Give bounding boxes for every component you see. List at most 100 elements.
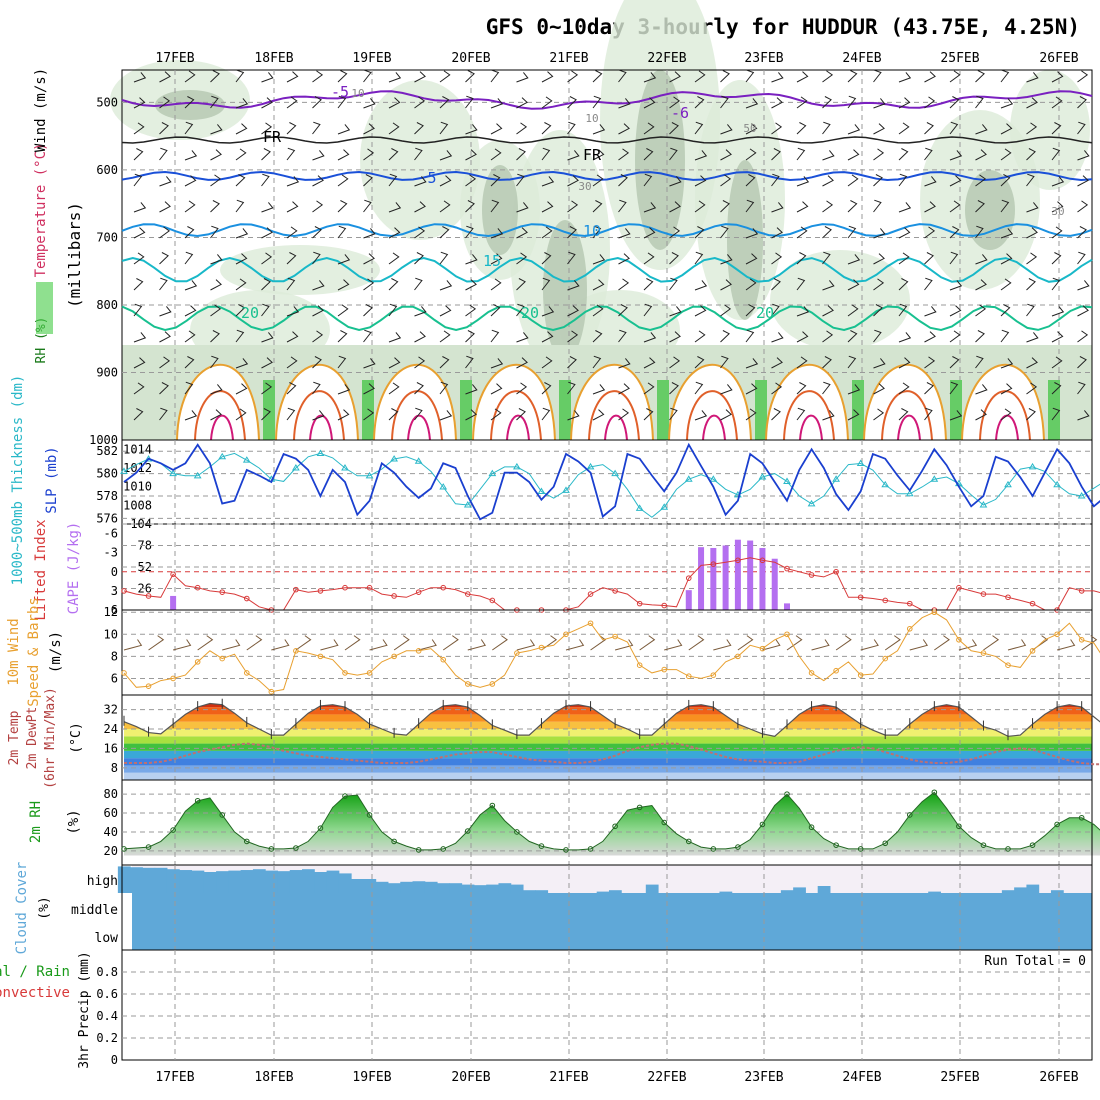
upper-wind-barb bbox=[312, 226, 322, 239]
wind-speed-marker bbox=[808, 670, 815, 676]
isotherm-line bbox=[121, 256, 1093, 283]
label-precip-units: 3hr Precip (mm) bbox=[77, 951, 92, 1068]
wind-speed-marker bbox=[514, 650, 520, 656]
upper-wind-barb bbox=[1026, 278, 1036, 291]
upper-wind-barb bbox=[133, 122, 145, 135]
rh-shading bbox=[360, 80, 480, 240]
upper-wind-barb bbox=[286, 122, 297, 135]
upper-wind-barb bbox=[159, 252, 169, 265]
upper-wind-barb bbox=[312, 381, 321, 395]
li-tick: 3 bbox=[111, 584, 118, 598]
thickness-marker bbox=[832, 475, 840, 482]
rh-saturated bbox=[362, 380, 374, 440]
upper-wind-barb bbox=[975, 124, 988, 135]
upper-wind-barb bbox=[745, 358, 759, 369]
label-upper-units: (millibars) bbox=[65, 202, 84, 308]
slp-left-tick: 578 bbox=[96, 489, 118, 503]
wind10-barb bbox=[320, 639, 339, 651]
upper-wind-barb bbox=[286, 147, 296, 161]
upper-wind-barb bbox=[541, 407, 551, 421]
upper-wind-barb bbox=[975, 95, 984, 109]
upper-wind-barb bbox=[159, 306, 172, 317]
date-label-bottom: 23FEB bbox=[744, 1070, 783, 1085]
wind10-barb bbox=[271, 639, 290, 651]
upper-wind-barb bbox=[975, 384, 988, 395]
upper-wind-barb bbox=[210, 304, 222, 317]
upper-wind-barb bbox=[643, 357, 656, 369]
wind-speed-marker bbox=[219, 655, 226, 662]
upper-wind-barb bbox=[694, 175, 707, 187]
date-label-bottom: 22FEB bbox=[647, 1070, 686, 1085]
upper-wind-barb bbox=[949, 200, 961, 213]
upper-wind-barb bbox=[541, 71, 554, 83]
upper-wind-barb bbox=[567, 121, 576, 135]
upper-wind-barb bbox=[847, 254, 861, 265]
cloud-high-bar bbox=[277, 871, 291, 893]
upper-wind-barb bbox=[873, 123, 885, 135]
lifted-index-marker bbox=[415, 589, 422, 595]
upper-wind-barb bbox=[694, 410, 708, 421]
wind-speed-marker bbox=[342, 670, 348, 676]
label-rh2m-units: (%) bbox=[66, 809, 82, 834]
upper-wind-barb bbox=[643, 173, 653, 187]
upper-wind-barb bbox=[133, 173, 143, 187]
upper-wind-barb bbox=[669, 252, 679, 265]
upper-wind-barb bbox=[669, 356, 681, 369]
upper-wind-barb bbox=[184, 356, 195, 369]
date-label-bottom: 18FEB bbox=[254, 1070, 293, 1085]
rh-saturated bbox=[755, 380, 767, 440]
upper-wind-barb bbox=[286, 382, 297, 395]
upper-wind-barb bbox=[1000, 278, 1012, 291]
upper-wind-barb bbox=[210, 254, 223, 265]
thickness-marker bbox=[120, 467, 128, 474]
label-temp2m: 2m Temp bbox=[7, 710, 22, 765]
upper-wind-barb bbox=[337, 279, 350, 291]
lifted-index-marker bbox=[464, 591, 471, 597]
upper-wind-barb bbox=[618, 358, 631, 369]
rh-marker bbox=[833, 842, 839, 848]
wind10-tick: 6 bbox=[111, 671, 118, 685]
upper-wind-barb bbox=[1051, 122, 1062, 135]
upper-wind-barb bbox=[516, 357, 528, 369]
lifted-index-marker bbox=[661, 602, 668, 609]
upper-wind-barb bbox=[873, 253, 885, 265]
upper-wind-barb bbox=[184, 121, 194, 135]
rh-swatch bbox=[36, 282, 53, 334]
rh-saturated bbox=[460, 380, 472, 440]
upper-wind-barb bbox=[771, 122, 783, 135]
upper-wind-barb bbox=[210, 225, 219, 239]
thickness-marker bbox=[218, 452, 227, 460]
upper-wind-barb bbox=[771, 97, 783, 109]
upper-wind-barb bbox=[949, 150, 963, 161]
upper-wind-barb bbox=[363, 383, 375, 395]
upper-wind-barb bbox=[133, 148, 144, 161]
upper-wind-barb bbox=[235, 123, 248, 135]
upper-wind-barb bbox=[847, 330, 858, 343]
upper-wind-barb bbox=[1026, 173, 1035, 187]
upper-wind-barb bbox=[465, 70, 475, 83]
upper-wind-barb bbox=[771, 252, 783, 265]
label-cape: CAPE (J/kg) bbox=[66, 522, 82, 615]
upper-wind-barb bbox=[363, 123, 375, 135]
wind-speed-marker bbox=[980, 650, 987, 656]
isotherm-line bbox=[121, 90, 1093, 110]
wind10-barb bbox=[860, 639, 879, 651]
rh-shading-high bbox=[635, 70, 685, 250]
upper-wind-barb bbox=[439, 410, 453, 421]
upper-wind-barb bbox=[745, 123, 758, 135]
cloud-high-bar bbox=[523, 890, 536, 893]
label-cloud: Cloud Cover bbox=[14, 862, 30, 955]
lifted-index-marker bbox=[317, 588, 324, 594]
upper-wind-barb bbox=[261, 332, 274, 343]
upper-wind-barb bbox=[541, 252, 552, 265]
rh-marker bbox=[121, 846, 127, 852]
date-label-top: 18FEB bbox=[254, 51, 293, 66]
thickness-marker bbox=[930, 475, 939, 482]
upper-wind-barb bbox=[363, 199, 372, 213]
rh-marker bbox=[464, 828, 471, 834]
wind10-barb bbox=[909, 639, 929, 651]
label-precip-conv: Convective bbox=[0, 985, 70, 1001]
upper-wind-barb bbox=[1000, 174, 1011, 187]
upper-wind-barb bbox=[363, 408, 375, 421]
upper-wind-barb bbox=[592, 200, 603, 213]
